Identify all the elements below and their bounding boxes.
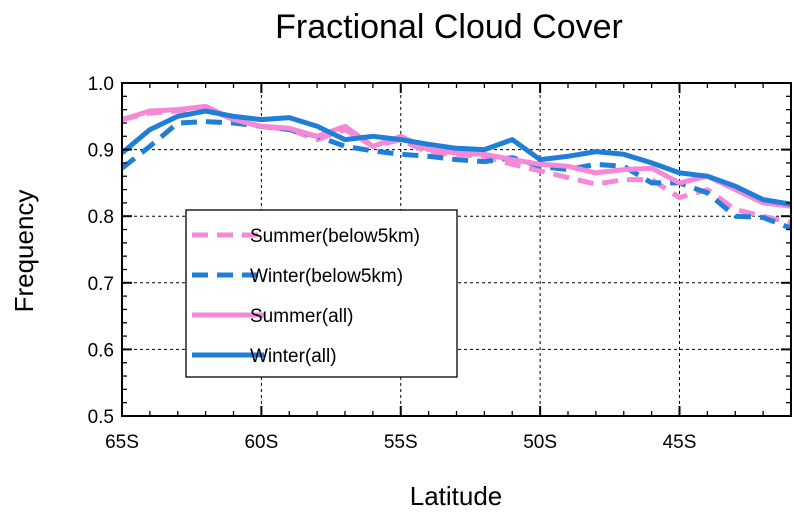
legend: Summer(below5km) Winter(below5km) Summer(a… [185, 209, 458, 378]
series-line-summer-all [122, 103, 791, 209]
x-tick-label: 45S [663, 432, 697, 453]
x-tick-label: 50S [523, 432, 557, 453]
x-tick-label: 65S [105, 432, 139, 453]
chart-title: Fractional Cloud Cover [275, 8, 623, 46]
legend-box [185, 209, 458, 378]
series-layer [122, 103, 791, 231]
legend-label-summer-all: Summer(all) [250, 306, 353, 327]
x-axis-label: Latitude [410, 481, 503, 511]
y-tick-label: 0.7 [88, 274, 114, 295]
y-axis-label: Frequency [9, 190, 39, 313]
y-tick-label: 1.0 [88, 74, 114, 95]
y-tick-label: 0.9 [88, 141, 114, 162]
legend-label-winter-all: Winter(all) [250, 346, 337, 367]
legend-label-summer-below5km: Summer(below5km) [250, 226, 420, 247]
x-tick-label: 60S [244, 432, 278, 453]
series-line-winter-all [122, 108, 791, 207]
series-line-summer-below5km [122, 105, 791, 226]
x-tick-label: 55S [384, 432, 418, 453]
y-tick-label: 0.5 [88, 407, 114, 428]
y-tick-label: 0.8 [88, 207, 114, 228]
axis-ticks: 0.5 0.6 0.7 0.8 0.9 1.0 65S 60S 55S 50S 45S [88, 74, 792, 453]
legend-label-winter-below5km: Winter(below5km) [250, 266, 403, 287]
y-tick-label: 0.6 [88, 340, 114, 361]
